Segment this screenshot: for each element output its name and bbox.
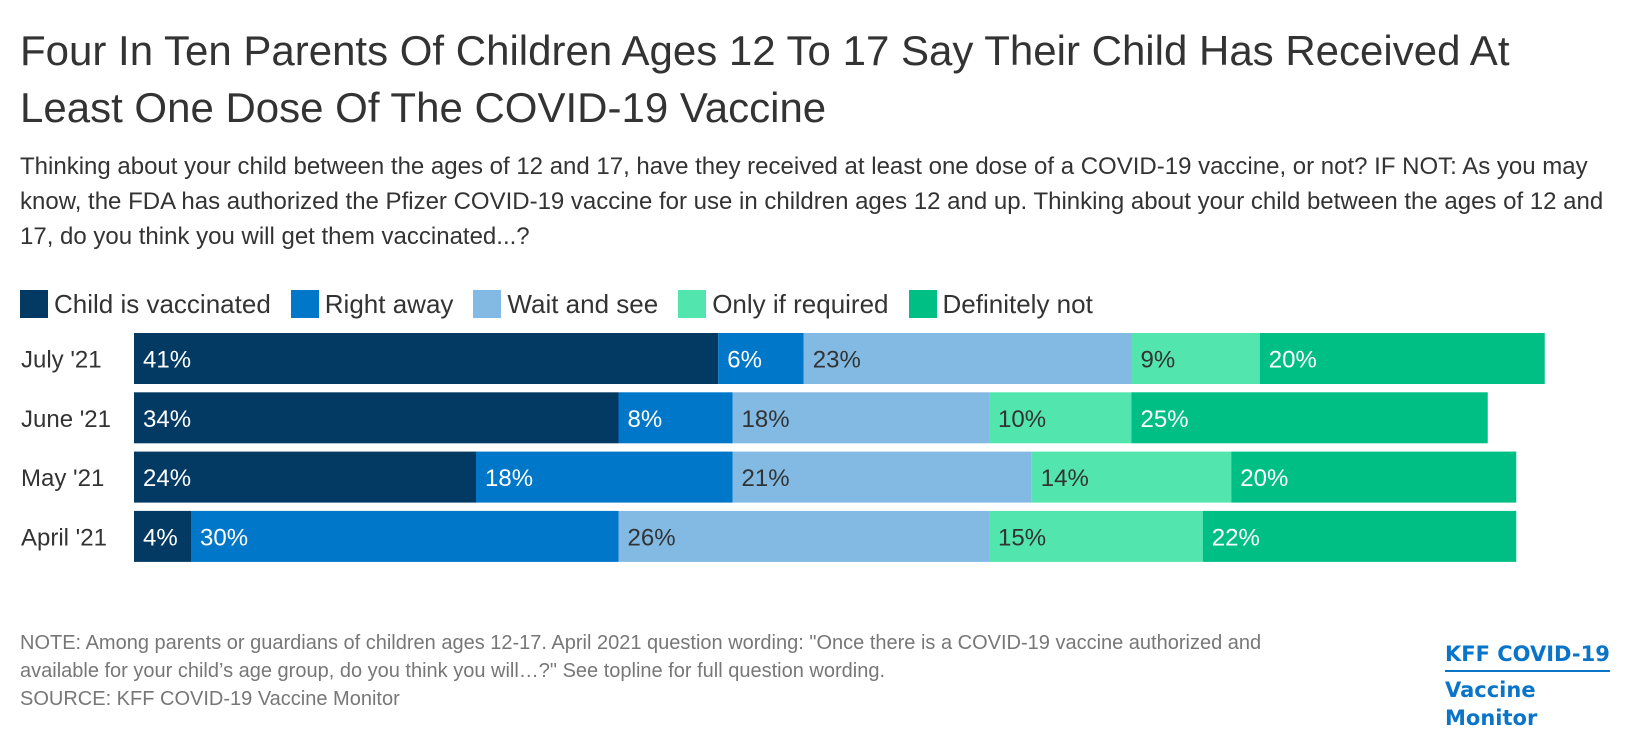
- logo-line-2: Vaccine Monitor: [1445, 678, 1538, 730]
- bar-segment: [1231, 451, 1517, 503]
- bar-segment: [1202, 510, 1517, 562]
- legend-label: Only if required: [712, 288, 889, 319]
- data-label: 24%: [143, 465, 191, 492]
- bar-segment: [618, 392, 733, 444]
- legend-item-4: Definitely not: [908, 288, 1093, 320]
- source-line: SOURCE: KFF COVID-19 Vaccine Monitor: [20, 688, 400, 710]
- data-label: 34%: [143, 406, 191, 433]
- data-label: 41%: [143, 347, 191, 374]
- bar-segment: [989, 392, 1132, 444]
- bar-segment: [1259, 333, 1545, 384]
- data-label: 15%: [998, 524, 1046, 551]
- bar-segment: [618, 510, 989, 562]
- legend-swatch: [20, 290, 48, 318]
- data-label: 20%: [1240, 465, 1288, 492]
- legend-swatch: [290, 290, 319, 318]
- category-label: May '21: [21, 465, 104, 492]
- legend-item-3: Only if required: [678, 288, 889, 320]
- legend-item-0: Child is vaccinated: [20, 289, 271, 320]
- legend-label: Definitely not: [942, 288, 1093, 319]
- note-line-1: NOTE: Among parents or guardians of chil…: [20, 632, 1262, 654]
- data-label: 10%: [998, 406, 1046, 433]
- bar-segment: [732, 392, 989, 444]
- chart-legend: Child is vaccinated Right away Wait and se…: [20, 288, 1113, 320]
- data-label: 26%: [628, 524, 676, 551]
- bar-segment: [134, 392, 619, 444]
- legend-label: Right away: [324, 288, 454, 319]
- bar-segment: [718, 333, 804, 384]
- data-label: 9%: [1141, 347, 1176, 374]
- legend-label: Child is vaccinated: [54, 288, 271, 319]
- chart-notes: NOTE: Among parents or guardians of chil…: [20, 629, 1360, 713]
- data-label: 4%: [143, 524, 178, 551]
- data-label: 22%: [1212, 524, 1260, 551]
- data-label: 20%: [1269, 347, 1317, 374]
- chart-subtitle: Thinking about your child between the ag…: [20, 153, 1604, 250]
- legend-swatch: [678, 290, 707, 318]
- legend-item-1: Right away: [290, 288, 454, 320]
- data-label: 25%: [1141, 406, 1189, 433]
- bar-segment: [1131, 333, 1260, 384]
- bar-segment: [191, 510, 619, 562]
- legend-item-2: Wait and see: [473, 289, 658, 320]
- bar-segment: [476, 451, 733, 503]
- kff-logo: KFF COVID-19 Vaccine Monitor: [1445, 640, 1620, 732]
- legend-swatch: [473, 290, 502, 318]
- data-label: 8%: [628, 406, 663, 433]
- data-label: 23%: [813, 347, 861, 374]
- chart-title: Four In Ten Parents Of Children Ages 12 …: [20, 27, 1510, 131]
- data-label: 14%: [1041, 465, 1089, 492]
- bar-segment: [732, 451, 1032, 503]
- bar-segment: [134, 510, 191, 562]
- bar-segment: [1031, 451, 1232, 503]
- stacked-bar-chart: July '21 41% 6% 23% 9% 20% June '21 34% 8% 18% 10%…: [21, 333, 1545, 562]
- data-label: 30%: [200, 524, 248, 551]
- bar-segment: [989, 510, 1203, 562]
- category-label: April '21: [21, 524, 107, 551]
- category-label: July '21: [21, 347, 102, 374]
- legend-swatch: [908, 290, 937, 318]
- bar-segment: [134, 333, 719, 384]
- category-label: June '21: [21, 406, 111, 433]
- bar-segment: [134, 451, 476, 503]
- bar-segment: [803, 333, 1132, 384]
- bar-segment: [1131, 392, 1488, 444]
- data-label: 18%: [485, 465, 533, 492]
- data-label: 21%: [742, 465, 790, 492]
- legend-label: Wait and see: [507, 288, 659, 319]
- logo-line-1: KFF COVID-19: [1445, 640, 1610, 672]
- data-label: 6%: [727, 347, 762, 374]
- note-line-2: available for your child’s age group, do…: [20, 660, 886, 682]
- data-label: 18%: [742, 406, 790, 433]
